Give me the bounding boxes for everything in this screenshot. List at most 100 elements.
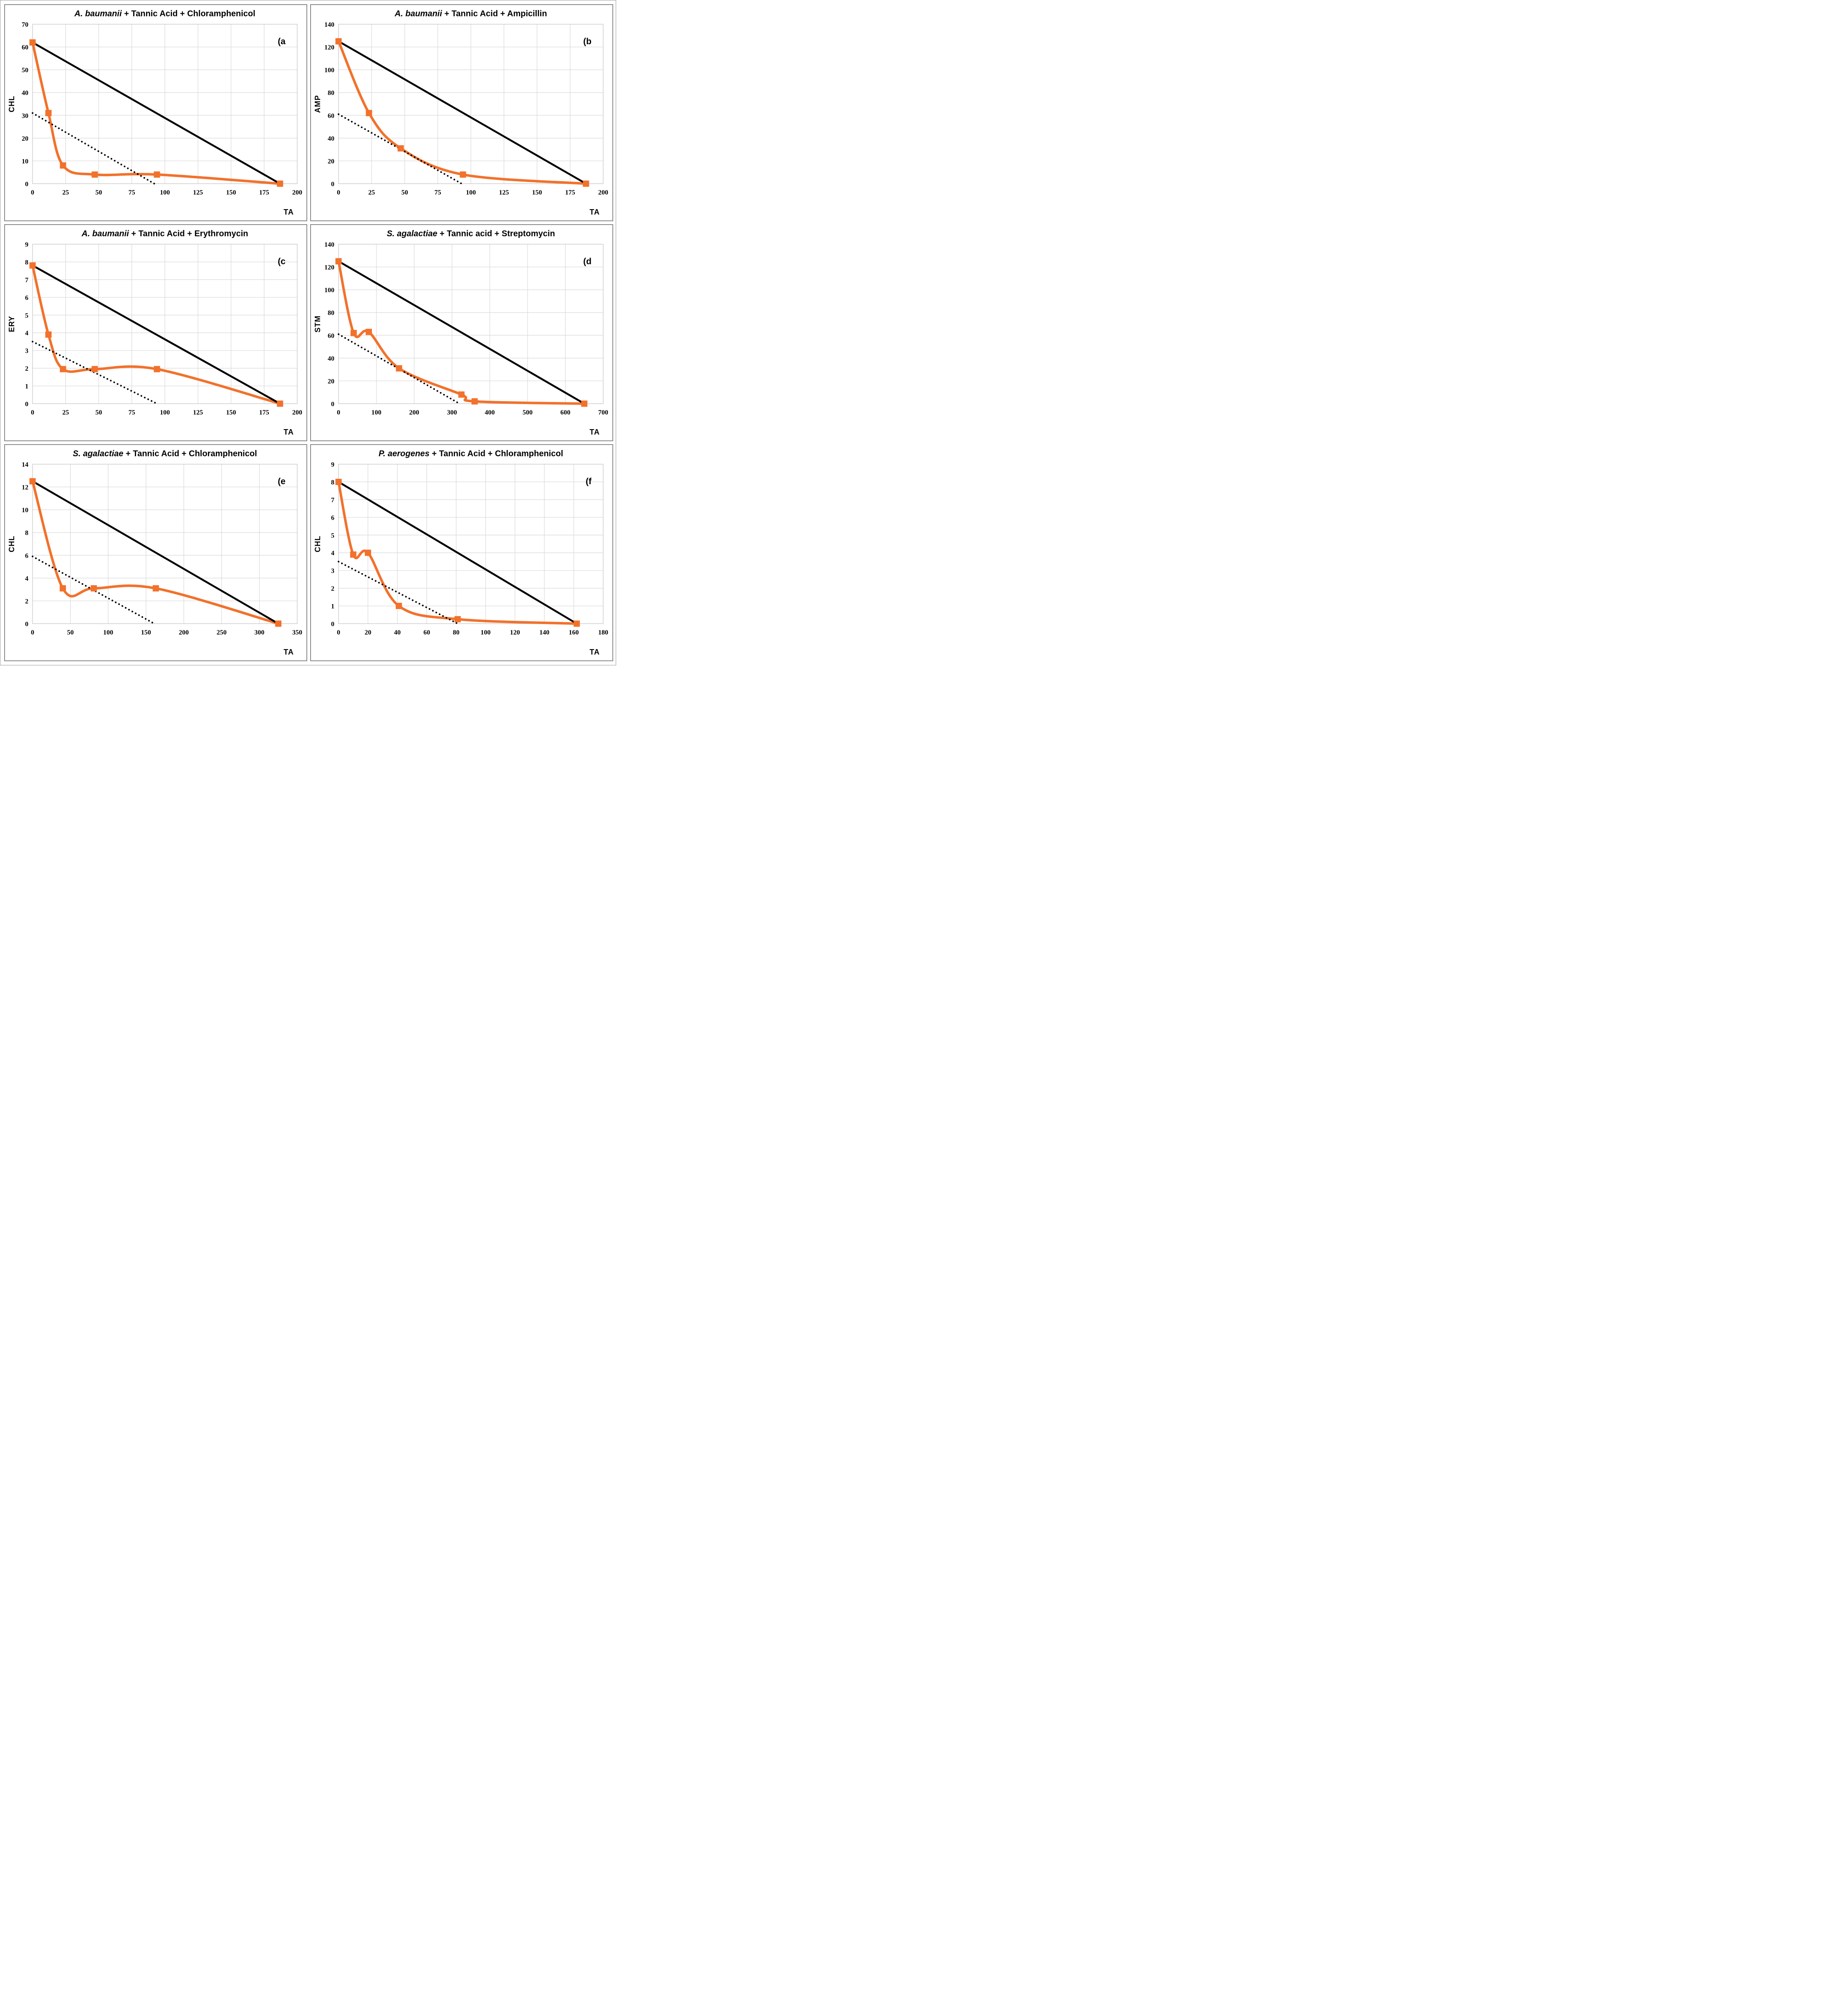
combination-isobole-markers (335, 258, 588, 407)
panel-letter: (c (278, 257, 286, 266)
x-tick-label: 700 (598, 409, 608, 416)
synergy-threshold-line (32, 112, 155, 185)
y-tick-label: 6 (25, 294, 28, 301)
x-tick-label: 100 (160, 409, 170, 416)
combination-isobole-markers (335, 38, 589, 187)
y-tick-label: 20 (328, 378, 334, 385)
y-tick-label: 6 (25, 552, 28, 559)
y-tick-label: 2 (25, 365, 28, 372)
x-tick-label: 180 (598, 629, 608, 636)
x-tick-label: 100 (160, 189, 170, 196)
y-tick-label: 7 (331, 497, 334, 504)
x-tick-label: 25 (62, 409, 69, 416)
gridlines (32, 464, 298, 624)
y-tick-label: 140 (324, 241, 334, 248)
x-tick-label: 50 (67, 629, 74, 636)
data-point-marker (454, 616, 461, 622)
x-tick-label: 200 (292, 409, 302, 416)
data-point-marker (60, 366, 66, 372)
x-axis-label: TA (589, 208, 600, 216)
x-tick-label: 140 (539, 629, 549, 636)
x-tick-label: 400 (485, 409, 495, 416)
panel-letter: (b (583, 37, 592, 46)
x-tick-label: 150 (226, 409, 236, 416)
y-tick-label: 1 (331, 603, 334, 610)
y-tick-labels: 0 1 2 3 4 5 6 7 8 9 (331, 461, 334, 628)
data-point-marker (395, 603, 402, 609)
y-tick-label: 7 (25, 277, 28, 284)
x-tick-label: 20 (364, 629, 371, 636)
x-tick-label: 125 (193, 189, 203, 196)
panel-a-chart: 0 25 50 75 100 125 150 175 200 0 10 20 30 40 50 60 70 A. … (8, 9, 302, 216)
x-tick-label: 50 (96, 189, 102, 196)
isobologram-figure: 0 25 50 75 100 125 150 175 200 0 10 20 30 40 50 60 70 A. … (0, 0, 616, 665)
x-tick-label: 0 (337, 629, 340, 636)
plot-border (32, 464, 298, 624)
y-tick-label: 80 (328, 90, 334, 97)
y-tick-label: 60 (328, 332, 334, 339)
x-tick-label: 250 (217, 629, 227, 636)
y-axis-label: AMP (313, 95, 322, 113)
x-tick-label: 50 (96, 409, 102, 416)
y-tick-label: 20 (22, 135, 28, 142)
x-tick-label: 200 (179, 629, 189, 636)
data-point-marker (396, 365, 402, 372)
x-axis-label: TA (283, 428, 294, 436)
y-tick-label: 3 (25, 348, 28, 355)
y-tick-label: 4 (331, 550, 334, 557)
data-point-marker (29, 478, 36, 485)
x-tick-labels: 0 25 50 75 100 125 150 175 200 (337, 189, 608, 196)
panel-letter: (e (278, 477, 286, 486)
y-tick-label: 20 (328, 158, 334, 165)
y-tick-label: 8 (25, 259, 28, 266)
synergy-threshold-line (338, 113, 463, 185)
data-point-marker (59, 585, 66, 592)
gridlines (32, 24, 298, 184)
x-tick-label: 175 (565, 189, 575, 196)
data-point-marker (364, 549, 371, 556)
y-tick-label: 8 (25, 530, 28, 537)
chart-title: S. agalactiae + Tannic Acid + Chloramphe… (73, 449, 257, 458)
data-point-marker (154, 171, 160, 178)
y-tick-label: 0 (25, 181, 28, 188)
y-axis-label: CHL (8, 96, 16, 112)
combination-isobole-markers (29, 39, 283, 187)
synergy-threshold-line (338, 561, 459, 624)
data-point-marker (91, 171, 98, 178)
panel-letter: (a (278, 37, 286, 46)
data-point-marker (275, 620, 282, 627)
panel-b: 0 25 50 75 100 125 150 175 200 0 20 40 60 80 100 120 140… (310, 4, 613, 221)
panel-d-chart: 0 100 200 300 400 500 600 700 0 20 40 60 80 100 120 140… (313, 229, 608, 436)
panel-d: 0 100 200 300 400 500 600 700 0 20 40 60 80 100 120 140… (310, 224, 613, 441)
additive-line (32, 41, 281, 185)
gridlines (338, 244, 604, 404)
panel-c-chart: 0 25 50 75 100 125 150 175 200 0 1 2 3 4 5 6 7 8 9 A. bauma… (8, 229, 302, 436)
panel-c: 0 25 50 75 100 125 150 175 200 0 1 2 3 4 5 6 7 8 9 A. bauma… (4, 224, 307, 441)
y-tick-label: 5 (331, 532, 334, 539)
x-tick-label: 80 (453, 629, 460, 636)
plot-border (32, 244, 298, 404)
y-tick-label: 9 (331, 461, 334, 468)
x-tick-label: 150 (141, 629, 151, 636)
combination-isobole (31, 41, 281, 185)
additive-line (338, 481, 577, 624)
x-axis-label: TA (589, 428, 600, 436)
x-tick-labels: 0 50 100 150 200 250 300 350 (31, 629, 302, 636)
y-axis-label: STM (313, 316, 322, 333)
panel-f-chart: 0 20 40 60 80 100 120 140 160 180 0 1 2 3 4 5 6 7 8 9 P. aer… (313, 449, 608, 656)
synergy-threshold-line (32, 556, 155, 624)
y-tick-label: 40 (328, 135, 334, 142)
y-tick-label: 0 (331, 181, 334, 188)
data-point-marker (45, 331, 52, 338)
panel-letter: (f (586, 477, 592, 486)
x-tick-label: 0 (31, 629, 34, 636)
x-tick-label: 40 (394, 629, 401, 636)
y-tick-label: 100 (324, 287, 334, 294)
x-tick-label: 50 (402, 189, 408, 196)
data-point-marker (458, 391, 465, 398)
additive-line (32, 480, 279, 624)
y-tick-label: 12 (22, 484, 28, 491)
data-point-marker (366, 110, 372, 116)
y-tick-label: 2 (331, 585, 334, 592)
x-tick-label: 100 (466, 189, 476, 196)
